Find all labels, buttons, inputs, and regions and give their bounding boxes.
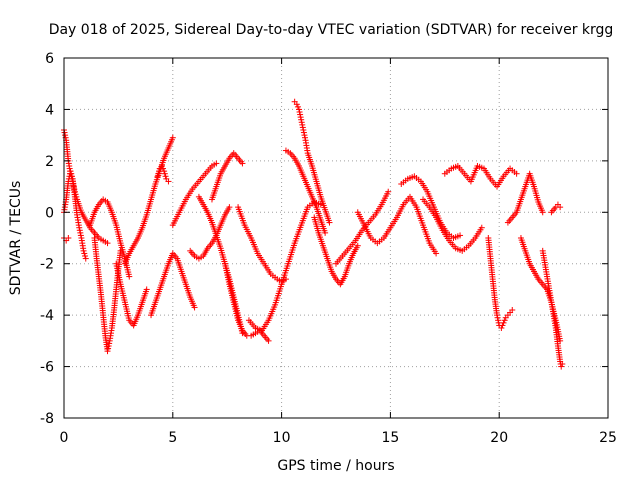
data-point bbox=[354, 242, 361, 249]
data-point bbox=[162, 173, 169, 180]
data-point bbox=[158, 163, 165, 169]
x-tick-label: 5 bbox=[168, 430, 177, 446]
data-point bbox=[68, 170, 75, 177]
data-point bbox=[322, 229, 329, 236]
data-point bbox=[191, 304, 198, 311]
y-tick-label: -8 bbox=[40, 411, 54, 427]
data-point bbox=[495, 317, 502, 324]
data-point bbox=[501, 317, 508, 324]
data-point bbox=[76, 227, 83, 234]
data-point bbox=[161, 168, 168, 175]
data-point bbox=[557, 204, 564, 211]
x-axis-label: GPS time / hours bbox=[277, 458, 394, 474]
data-point bbox=[509, 307, 516, 313]
data-point bbox=[293, 101, 300, 108]
x-tick-label: 0 bbox=[60, 430, 69, 446]
data-point bbox=[299, 124, 306, 131]
y-tick-label: -2 bbox=[40, 257, 54, 273]
data-point bbox=[500, 319, 507, 326]
y-tick-label: -4 bbox=[40, 308, 54, 324]
x-tick-label: 25 bbox=[599, 430, 617, 446]
chart-title: Day 018 of 2025, Sidereal Day-to-day VTE… bbox=[49, 22, 614, 38]
data-point bbox=[61, 129, 68, 136]
data-point bbox=[298, 116, 305, 123]
data-point bbox=[299, 121, 306, 128]
data-point bbox=[126, 273, 133, 280]
data-point bbox=[499, 322, 506, 329]
data-point bbox=[326, 219, 333, 226]
data-point bbox=[76, 224, 83, 231]
data-point bbox=[117, 247, 124, 254]
data-point bbox=[296, 106, 303, 113]
x-tick-label: 20 bbox=[490, 430, 508, 446]
data-point bbox=[80, 247, 87, 254]
data-point bbox=[239, 160, 246, 167]
data-point bbox=[301, 132, 308, 139]
data-point bbox=[297, 111, 304, 118]
x-tick-label: 10 bbox=[273, 430, 291, 446]
data-point bbox=[301, 134, 308, 141]
data-point bbox=[68, 173, 75, 180]
data-point bbox=[294, 103, 301, 110]
data-point bbox=[62, 132, 69, 139]
data-point bbox=[298, 119, 305, 126]
data-point bbox=[106, 340, 113, 347]
data-point bbox=[104, 240, 111, 247]
data-point bbox=[105, 345, 112, 352]
y-tick-label: 6 bbox=[45, 51, 54, 67]
data-marks bbox=[61, 98, 566, 370]
data-point bbox=[77, 232, 84, 239]
data-point bbox=[213, 160, 220, 167]
data-point bbox=[478, 224, 485, 231]
y-tick-label: 4 bbox=[45, 102, 54, 118]
y-tick-label: 0 bbox=[45, 205, 54, 221]
data-point bbox=[296, 109, 303, 115]
data-point bbox=[297, 114, 304, 121]
y-axis-label: SDTVAR / TECUs bbox=[8, 181, 24, 296]
data-point bbox=[165, 178, 172, 185]
y-tick-label: -6 bbox=[40, 360, 54, 376]
data-point bbox=[300, 127, 307, 133]
data-point bbox=[498, 325, 505, 331]
data-point bbox=[559, 361, 566, 367]
data-point bbox=[265, 337, 272, 344]
data-point bbox=[558, 363, 565, 370]
data-point bbox=[65, 235, 72, 241]
plot-frame bbox=[63, 57, 609, 419]
data-point bbox=[385, 188, 392, 195]
axis-ticks: 0 5 10 15 20 25 -8 -6 -4 -2 0 2 4 6 bbox=[40, 51, 617, 446]
data-point bbox=[513, 170, 520, 177]
data-point bbox=[161, 170, 168, 177]
data-point bbox=[82, 255, 89, 262]
y-tick-label: 2 bbox=[45, 154, 54, 170]
data-point bbox=[77, 229, 84, 236]
grid-lines bbox=[64, 58, 608, 418]
x-tick-label: 15 bbox=[381, 430, 399, 446]
data-point bbox=[494, 314, 501, 321]
data-point bbox=[104, 348, 111, 355]
data-point bbox=[81, 250, 88, 257]
data-point bbox=[160, 165, 167, 172]
data-point bbox=[154, 173, 161, 180]
data-point bbox=[156, 168, 163, 175]
data-point bbox=[105, 343, 112, 349]
data-point bbox=[457, 232, 464, 239]
data-point bbox=[300, 129, 307, 136]
data-point bbox=[67, 168, 74, 175]
data-point bbox=[226, 204, 233, 211]
data-point bbox=[82, 253, 89, 259]
data-point bbox=[169, 134, 176, 141]
data-point bbox=[155, 170, 162, 177]
data-point bbox=[494, 312, 501, 319]
data-point bbox=[433, 250, 440, 257]
data-point bbox=[143, 286, 150, 293]
data-point bbox=[539, 209, 546, 216]
